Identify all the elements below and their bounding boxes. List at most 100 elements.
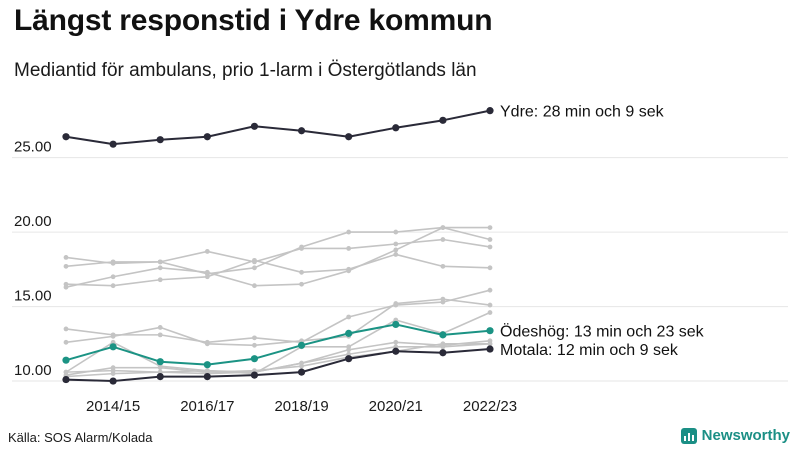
data-point	[157, 259, 163, 265]
series-line-5	[65, 253, 491, 287]
data-point	[110, 274, 116, 280]
data-point	[252, 283, 257, 289]
data-point	[440, 296, 446, 302]
data-point	[487, 237, 493, 242]
data-point	[203, 361, 211, 369]
data-point	[392, 124, 400, 132]
data-point	[62, 133, 70, 141]
data-point	[346, 314, 352, 320]
data-point	[487, 302, 493, 308]
data-point	[487, 225, 493, 231]
data-point	[252, 342, 257, 348]
data-point	[345, 355, 353, 363]
data-point	[63, 263, 69, 269]
data-point	[486, 345, 494, 353]
series-label: Motala: 12 min och 9 sek	[500, 342, 679, 359]
data-point	[487, 265, 493, 271]
axes: 10.00 15.00 20.00 25.00 2014/15 2016/17 2018/1…	[14, 139, 517, 415]
data-point	[439, 349, 447, 357]
data-point	[156, 358, 164, 366]
data-point	[393, 252, 399, 257]
y-tick-label: 25.00	[14, 139, 52, 156]
data-point	[393, 339, 399, 345]
data-point	[487, 287, 493, 293]
bar-chart-icon	[680, 427, 697, 444]
background-series	[63, 225, 493, 379]
x-tick-label: 2020/21	[369, 398, 423, 415]
data-point	[299, 281, 304, 287]
data-point	[203, 372, 211, 381]
series-line-1	[65, 323, 491, 366]
series-line-7	[65, 289, 491, 344]
x-tick-label: 2022/23	[463, 398, 517, 415]
data-point	[109, 343, 117, 351]
data-point	[346, 347, 352, 353]
data-point	[346, 246, 352, 251]
data-point	[110, 365, 116, 371]
y-tick-label: 20.00	[14, 213, 52, 230]
data-point	[250, 355, 259, 363]
data-point	[297, 341, 306, 349]
data-point	[345, 133, 353, 141]
data-point	[297, 127, 306, 135]
data-point	[393, 301, 399, 306]
series-end-labels: Ydre: 28 min och 9 sek Ödeshög: 13 min oc…	[500, 104, 705, 359]
data-point	[299, 269, 304, 275]
data-point	[440, 237, 446, 242]
series-label: Ydre: 28 min och 9 sek	[500, 104, 665, 121]
data-point	[392, 347, 400, 355]
data-point	[439, 116, 447, 124]
data-point	[63, 339, 69, 345]
data-point	[299, 244, 304, 250]
data-point	[486, 107, 494, 115]
x-tick-label: 2016/17	[180, 398, 234, 415]
data-point	[110, 283, 116, 289]
data-point	[487, 244, 493, 250]
x-tick-label: 2014/15	[86, 398, 140, 415]
data-point	[157, 277, 163, 283]
data-point	[62, 356, 70, 364]
chart-subtitle: Mediantid för ambulans, prio 1-larm i Ös…	[14, 60, 477, 81]
data-point	[346, 268, 352, 274]
data-point	[156, 136, 164, 144]
data-point	[393, 229, 399, 235]
series-line-2	[65, 348, 491, 383]
data-point	[440, 263, 446, 269]
series-line-3	[65, 238, 491, 265]
data-point	[203, 133, 211, 141]
y-tick-label: 15.00	[14, 288, 52, 305]
data-point	[157, 332, 163, 338]
source-note: Källa: SOS Alarm/Kolada	[8, 430, 153, 445]
data-point	[63, 326, 69, 332]
data-point	[109, 140, 117, 148]
series-line-0	[65, 109, 491, 146]
data-point	[157, 265, 163, 271]
data-point	[393, 241, 399, 247]
data-point	[62, 375, 70, 384]
y-tick-label: 10.00	[14, 362, 52, 379]
grid-lines	[12, 157, 788, 382]
x-tick-label: 2018/19	[274, 398, 328, 415]
data-point	[204, 269, 210, 275]
data-point	[297, 368, 306, 376]
series-label: Ödeshög: 13 min och 23 sek	[500, 323, 705, 341]
data-point	[157, 365, 163, 371]
series-line-6	[65, 226, 491, 288]
data-point	[346, 229, 352, 235]
data-point	[110, 259, 116, 265]
data-point	[204, 274, 210, 280]
data-point	[63, 254, 69, 260]
data-point	[487, 341, 493, 347]
data-point	[63, 284, 69, 290]
data-point	[486, 327, 494, 335]
data-point	[204, 249, 210, 254]
series-line-4	[65, 226, 491, 275]
data-point	[157, 325, 163, 330]
data-point	[392, 320, 400, 329]
series-line-8	[65, 298, 491, 347]
data-point	[250, 371, 259, 379]
series-line-12	[65, 343, 491, 378]
data-point	[109, 377, 117, 385]
chart-title: Längst responstid i Ydre kommun	[14, 4, 493, 37]
data-point	[345, 329, 353, 337]
